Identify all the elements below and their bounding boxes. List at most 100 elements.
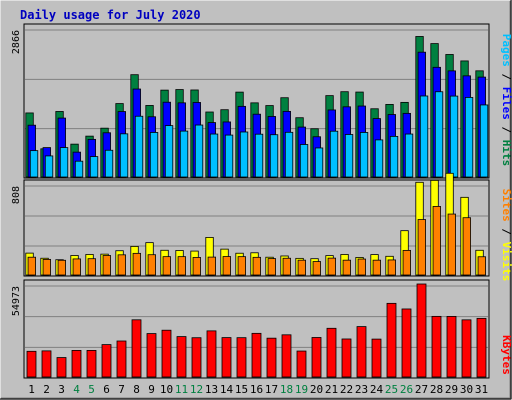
day-label-24: 24 [370,383,384,396]
day-label-15: 15 [235,383,248,396]
bar-sites-23 [357,258,366,276]
bar-pages-18 [284,131,294,178]
bar-sites-28 [432,206,441,276]
bar-pages-15 [239,131,249,178]
bar-kbytes-19 [296,350,307,378]
bar-pages-28 [434,91,444,178]
bar-pages-16 [254,133,264,178]
bar-pages-5 [89,156,99,178]
chart-title: Daily usage for July 2020 [20,8,201,22]
day-label-26: 26 [400,383,413,396]
day-label-8: 8 [133,383,140,396]
legend-kbytes: KBytes [500,335,512,375]
bar-pages-29 [449,95,459,178]
bar-pages-31 [479,104,489,178]
panel-sites-visits: 808 Sites / Visits [11,172,512,281]
bar-kbytes-3 [56,357,67,378]
bar-kbytes-1 [26,350,37,378]
bar-sites-19 [297,259,306,276]
panel-pages-files-hits: 2866 Pages / Files / Hits [11,23,512,179]
bar-kbytes-23 [356,326,367,378]
bar-sites-3 [57,259,66,276]
bar-pages-10 [164,125,174,178]
bar-sites-18 [282,257,291,276]
legend-separator: / [500,120,512,140]
bar-pages-20 [314,147,324,178]
bar-kbytes-16 [251,332,262,378]
bar-pages-12 [194,124,204,178]
bar-kbytes-13 [206,330,217,378]
bar-pages-25 [389,135,399,178]
day-label-17: 17 [265,383,278,396]
bar-pages-9 [149,132,159,178]
bar-kbytes-9 [146,333,157,378]
y-max-label: 808 [11,186,22,204]
bar-sites-30 [462,217,471,276]
day-label-25: 25 [385,383,398,396]
panel-kbytes: 54973 KBytes [11,279,512,379]
bar-pages-17 [269,134,279,178]
day-label-18: 18 [280,383,293,396]
day-label-29: 29 [445,383,458,396]
bar-kbytes-7 [116,340,127,378]
bar-sites-26 [402,249,411,276]
bar-sites-8 [132,252,141,276]
legend-item-hits: Hits [500,140,512,167]
bar-pages-21 [329,130,339,178]
bar-kbytes-8 [131,319,142,378]
day-label-30: 30 [460,383,473,396]
day-label-14: 14 [220,383,234,396]
bar-pages-8 [134,115,144,178]
day-label-1: 1 [28,383,35,396]
y-max-label: 54973 [11,286,22,316]
bar-sites-1 [27,256,36,276]
bar-pages-6 [104,149,114,178]
bar-pages-2 [44,155,54,178]
legend-pages-files-hits: Pages / Files / Hits [500,34,512,167]
bar-pages-4 [74,160,84,178]
bar-sites-14 [222,256,231,276]
bar-sites-4 [72,258,81,276]
bar-kbytes-29 [446,316,457,378]
day-label-10: 10 [160,383,173,396]
day-label-27: 27 [415,383,428,396]
bar-sites-17 [267,258,276,276]
day-label-4: 4 [73,383,80,396]
day-label-11: 11 [175,383,188,396]
day-label-19: 19 [295,383,308,396]
bar-kbytes-21 [326,327,337,378]
bar-sites-7 [117,254,126,276]
bar-kbytes-25 [386,302,397,378]
bar-kbytes-31 [476,317,487,378]
bar-pages-13 [209,133,219,178]
day-label-23: 23 [355,383,368,396]
bar-pages-3 [59,147,69,178]
bar-sites-24 [372,259,381,276]
bar-sites-16 [252,256,261,276]
day-label-3: 3 [58,383,65,396]
bar-pages-11 [179,130,189,178]
bar-kbytes-24 [371,338,382,378]
bar-pages-19 [299,144,309,178]
bar-kbytes-5 [86,350,97,378]
bar-sites-12 [192,257,201,276]
bar-sites-20 [312,261,321,276]
legend-item-pages: Pages [500,34,512,67]
bar-kbytes-20 [311,337,322,378]
day-label-22: 22 [340,383,353,396]
bar-kbytes-27 [416,283,427,378]
bar-sites-6 [102,255,111,276]
bar-sites-5 [87,258,96,276]
bar-kbytes-15 [236,337,247,378]
bar-sites-21 [327,257,336,276]
day-label-9: 9 [148,383,155,396]
bar-pages-7 [119,133,129,178]
bar-kbytes-18 [281,334,292,378]
legend-item-kbytes: KBytes [500,335,512,375]
day-label-7: 7 [118,383,125,396]
bar-kbytes-10 [161,329,172,378]
bar-kbytes-28 [431,315,442,378]
day-label-12: 12 [190,383,203,396]
bar-pages-24 [374,139,384,178]
